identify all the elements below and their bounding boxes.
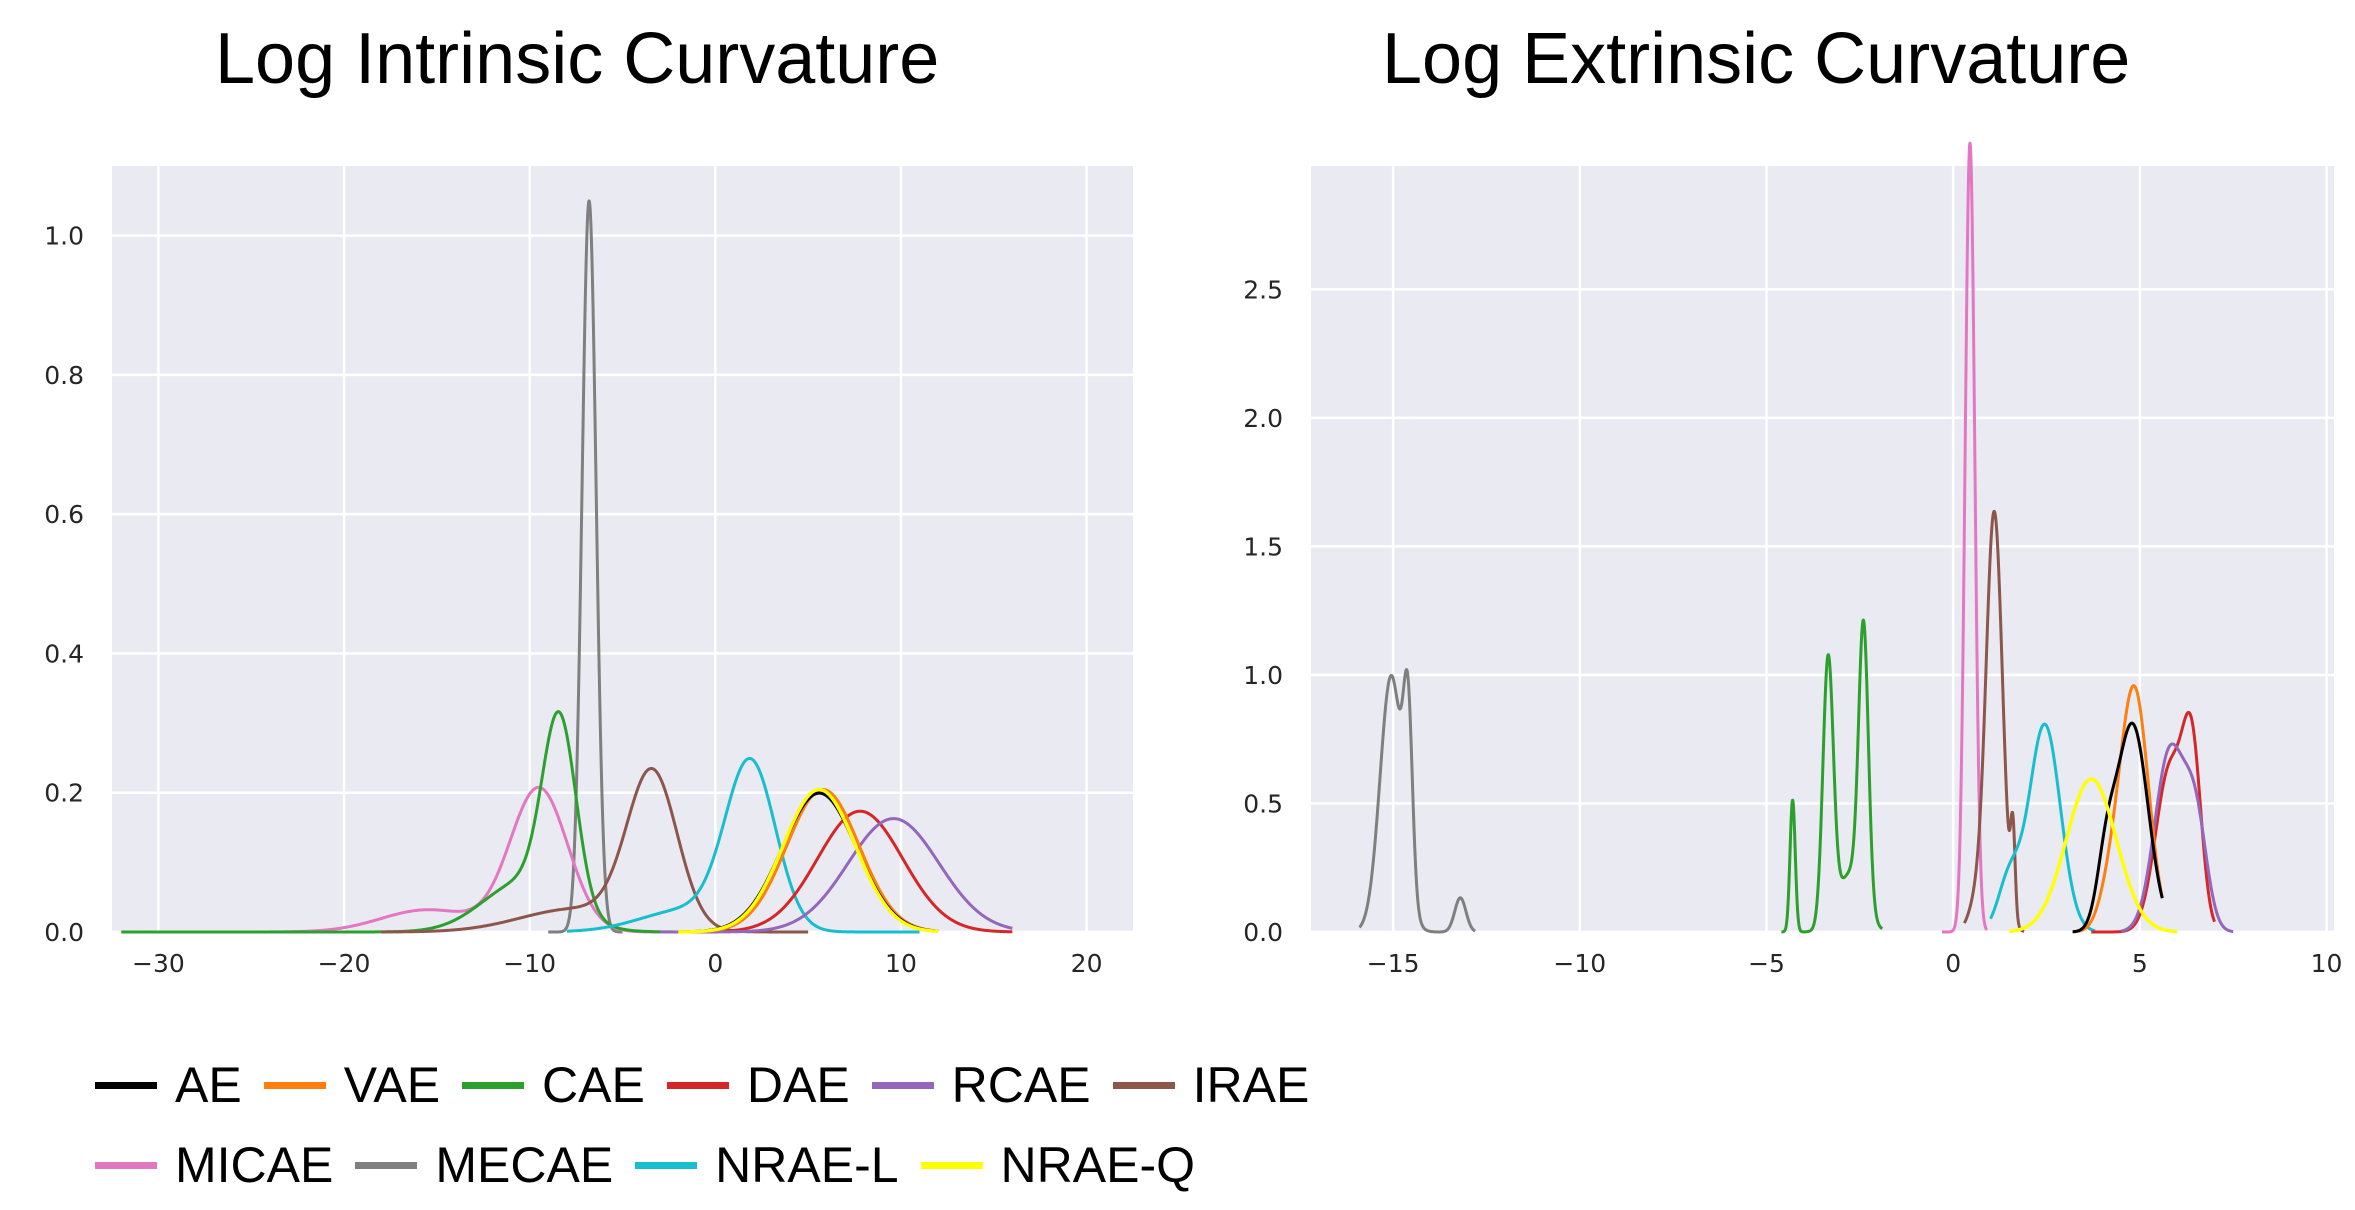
legend-label-nrae-q: NRAE-Q <box>1000 1137 1196 1193</box>
legend-label-nrae-l: NRAE-L <box>715 1137 899 1193</box>
y-tick-label-intrinsic-2: 0.4 <box>44 639 84 668</box>
legend-item-rcae: RCAE <box>871 1056 1091 1114</box>
legend-row-1: AE VAE CAE DAE RCAE IRAE <box>95 1045 1331 1125</box>
legend-item-cae: CAE <box>462 1056 645 1114</box>
legend-item-irae: IRAE <box>1112 1056 1310 1114</box>
legend-label-vae: VAE <box>343 1057 441 1113</box>
series-line-mecae-extrinsic <box>1358 668 1477 934</box>
legend-label-ae: AE <box>175 1057 242 1113</box>
x-tick-label-intrinsic-2: −10 <box>503 949 556 978</box>
legend-label-irae: IRAE <box>1192 1057 1310 1113</box>
legend-swatch-nrae-q <box>920 1161 983 1169</box>
series-line-irae-extrinsic <box>1963 509 2026 933</box>
plot-background-intrinsic <box>112 166 1133 932</box>
legend-item-nrae-l: NRAE-L <box>635 1136 899 1194</box>
legend-swatch-micae <box>95 1161 157 1169</box>
legend-swatch-ae <box>95 1081 157 1089</box>
y-tick-label-intrinsic-3: 0.6 <box>44 500 84 529</box>
legend-label-cae: CAE <box>542 1057 645 1113</box>
legend-label-micae: MICAE <box>175 1137 334 1193</box>
x-tick-label-intrinsic-1: −20 <box>318 949 371 978</box>
legend-label-rcae: RCAE <box>951 1057 1091 1113</box>
legend-item-micae: MICAE <box>95 1136 333 1194</box>
series-line-nrae-q-intrinsic <box>677 787 940 934</box>
x-tick-label-extrinsic-2: −5 <box>1748 949 1785 978</box>
x-tick-label-extrinsic-5: 10 <box>2311 949 2343 978</box>
y-tick-label-extrinsic-2: 1.0 <box>1243 661 1283 690</box>
plot-extrinsic: −15 −10 −5 0 5 10 0.0 0.5 1.0 1.5 2.0 2.5 <box>1243 141 2343 978</box>
legend-label-mecae: MECAE <box>435 1137 614 1193</box>
legend-label-dae: DAE <box>746 1057 850 1113</box>
legend-item-vae: VAE <box>263 1056 441 1114</box>
x-tick-label-intrinsic-3: 0 <box>707 949 723 978</box>
x-tick-label-intrinsic-0: −30 <box>132 949 185 978</box>
y-tick-label-intrinsic-5: 1.0 <box>44 222 84 251</box>
y-tick-label-intrinsic-1: 0.2 <box>44 779 84 808</box>
legend-item-ae: AE <box>95 1056 242 1114</box>
chart-title-extrinsic: Log Extrinsic Curvature <box>1382 19 2131 99</box>
y-tick-label-extrinsic-3: 1.5 <box>1243 532 1283 561</box>
x-tick-label-extrinsic-1: −10 <box>1553 949 1606 978</box>
legend-swatch-cae <box>462 1081 525 1089</box>
legend-swatch-nrae-l <box>635 1161 698 1169</box>
series-line-ae-extrinsic <box>2071 721 2164 934</box>
legend: AE VAE CAE DAE RCAE IRAE MICAE MECAE NRA… <box>95 1045 1331 1205</box>
series-line-rcae-intrinsic <box>658 817 1014 934</box>
series-line-nrae-q-extrinsic <box>2007 777 2179 934</box>
x-tick-label-extrinsic-3: 0 <box>1945 949 1961 978</box>
legend-swatch-vae <box>263 1081 326 1089</box>
legend-swatch-dae <box>666 1081 729 1089</box>
y-tick-label-extrinsic-0: 0.0 <box>1243 918 1283 947</box>
x-tick-label-intrinsic-4: 10 <box>885 949 917 978</box>
x-tick-label-extrinsic-0: −15 <box>1367 949 1420 978</box>
series-line-nrae-l-intrinsic <box>566 756 921 934</box>
legend-row-2: MICAE MECAE NRAE-L NRAE-Q <box>95 1125 1331 1205</box>
y-tick-label-extrinsic-5: 2.5 <box>1243 275 1283 304</box>
legend-swatch-irae <box>1112 1081 1175 1089</box>
y-tick-label-extrinsic-4: 2.0 <box>1243 404 1283 433</box>
x-tick-label-extrinsic-4: 5 <box>2132 949 2148 978</box>
x-tick-label-intrinsic-5: 20 <box>1071 949 1103 978</box>
y-tick-label-extrinsic-1: 0.5 <box>1243 789 1283 818</box>
series-line-vae-extrinsic <box>2071 684 2164 934</box>
y-tick-label-intrinsic-0: 0.0 <box>44 918 84 947</box>
series-line-cae-extrinsic <box>1780 618 1884 934</box>
y-tick-label-intrinsic-4: 0.8 <box>44 361 84 390</box>
legend-item-mecae: MECAE <box>355 1136 613 1194</box>
chart-title-intrinsic: Log Intrinsic Curvature <box>215 19 940 99</box>
legend-swatch-mecae <box>355 1161 418 1169</box>
plot-intrinsic: −30 −20 −10 0 10 20 0.0 0.2 0.4 0.6 0.8 1.0 <box>44 166 1133 978</box>
legend-item-dae: DAE <box>666 1056 850 1114</box>
series-line-nrae-l-extrinsic <box>1989 722 2097 933</box>
legend-swatch-rcae <box>871 1081 934 1089</box>
legend-item-nrae-q: NRAE-Q <box>920 1136 1196 1194</box>
